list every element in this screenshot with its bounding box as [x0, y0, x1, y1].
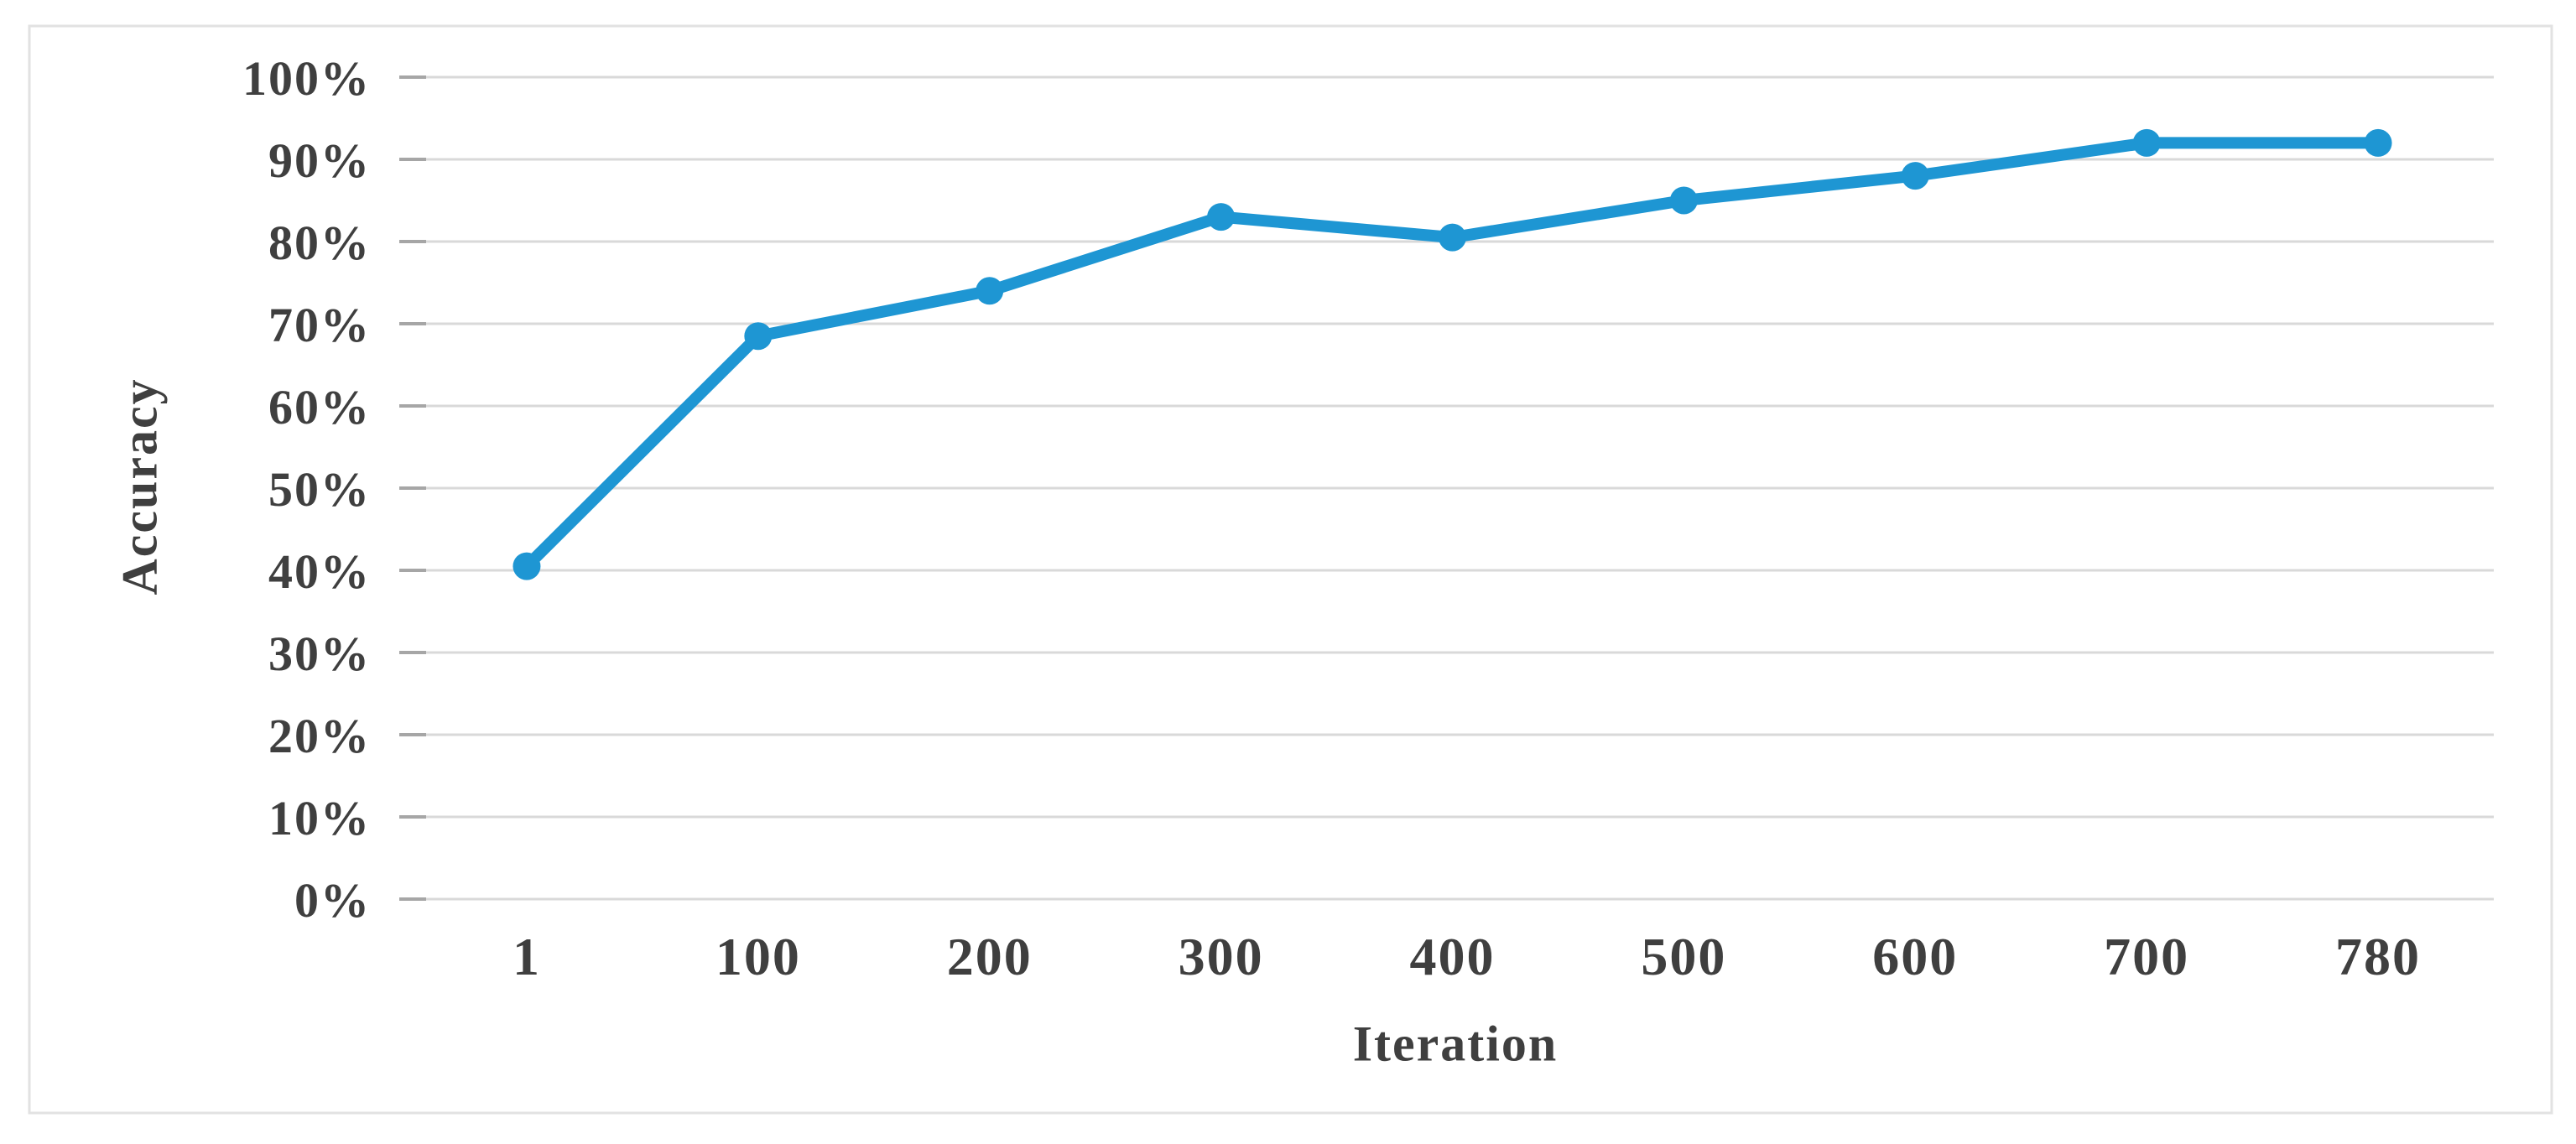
- x-tick-label: 300: [1179, 927, 1264, 986]
- y-axis-title: Accuracy: [112, 377, 168, 595]
- y-tick-label: 90%: [268, 133, 371, 188]
- y-tick-label: 50%: [268, 462, 371, 517]
- data-point-marker: [2132, 128, 2161, 157]
- data-point-marker: [1207, 203, 1236, 231]
- x-tick-label: 1: [513, 927, 541, 986]
- data-point-marker: [744, 322, 773, 351]
- data-point-marker: [976, 277, 1004, 305]
- x-tick-label: 700: [2104, 927, 2189, 986]
- x-tick-label: 600: [1872, 927, 1958, 986]
- data-point-marker: [1439, 223, 1466, 252]
- data-point-marker: [2364, 128, 2392, 157]
- x-tick-label: 200: [947, 927, 1033, 986]
- y-tick-label: 80%: [268, 216, 371, 270]
- x-axis-title: Iteration: [1352, 1016, 1559, 1072]
- y-tick-label: 60%: [268, 380, 371, 434]
- x-tick-label: 400: [1410, 927, 1496, 986]
- x-tick-label: 100: [716, 927, 801, 986]
- y-tick-label: 100%: [242, 51, 371, 106]
- data-point-marker: [513, 552, 541, 580]
- x-tick-label: 780: [2335, 927, 2421, 986]
- y-tick-label: 30%: [268, 627, 371, 681]
- y-tick-label: 10%: [268, 791, 371, 845]
- x-tick-label: 500: [1641, 927, 1726, 986]
- y-tick-label: 20%: [268, 709, 371, 763]
- y-tick-label: 0%: [294, 873, 371, 928]
- y-tick-label: 70%: [268, 298, 371, 352]
- y-tick-label: 40%: [268, 544, 371, 599]
- data-point-marker: [1901, 162, 1929, 190]
- data-point-marker: [1669, 186, 1698, 215]
